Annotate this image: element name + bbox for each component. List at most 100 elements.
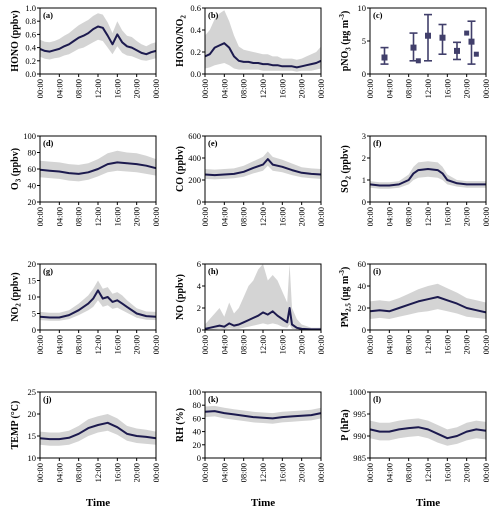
panel-i-xtick-label-2: 08:00: [404, 335, 414, 354]
panel-i-ytick-label-2: 40: [358, 281, 367, 291]
panel-k-xtick-label-6: 00:00: [316, 463, 326, 482]
panel-l-mean-line: [369, 426, 487, 440]
panel-g-range-band: [40, 280, 156, 321]
panel-a-xtick-label-2: 08:00: [74, 79, 84, 98]
panel-f: 0 1 2 3 00:00 04:00 08:00 12:00 16:00 20:00 00:00 (…: [340, 131, 491, 226]
panel-j-xtick-label-6: 00:00: [151, 463, 161, 482]
panel-h-xtick-label-5: 20:00: [297, 335, 307, 354]
panel-a-ytick-label-5: 1.0: [25, 3, 36, 13]
panel-l-xtick-label-4: 16:00: [442, 463, 452, 482]
panel-i-xtick-label-4: 16:00: [442, 335, 452, 354]
panel-k-xtick-label-0: 00:00: [200, 463, 210, 482]
panel-l-ytick-label-0: 985: [353, 453, 366, 463]
panel-d-ytick-label-1: 40: [28, 181, 37, 191]
panel-a-letter: (a): [43, 10, 53, 20]
panel-a-xtick-label-3: 12:00: [93, 79, 103, 98]
panel-a-xtick-label-4: 16:00: [112, 79, 122, 98]
panel-i-xtick-label-3: 12:00: [423, 335, 433, 354]
panel-d-ytick-label-0: 20: [28, 197, 37, 207]
panel-f-ytick-label-2: 2: [362, 153, 366, 163]
panel-f-ytick-label-0: 0: [362, 197, 366, 207]
panel-c-marker-2: [473, 51, 479, 57]
panel-c-xtick-label-2: 08:00: [404, 79, 414, 98]
panel-a-ylabel: HONO (ppbv): [10, 10, 21, 71]
panel-h: 0 2 4 6 00:00 04:00 08:00 12:00 16:00 20:00 00:00 (…: [175, 259, 326, 354]
panel-j-xtick-label-2: 08:00: [74, 463, 84, 482]
panel-e-xtick-label-4: 16:00: [277, 207, 287, 226]
panel-j-xtick-label-0: 00:00: [35, 463, 45, 482]
panel-b-ytick-label-0: 0.0: [190, 69, 201, 79]
panel-f-xtick-label-2: 08:00: [404, 207, 414, 226]
panel-e-ylabel: CO (ppbv): [175, 146, 186, 192]
panel-g-mean-line: [39, 289, 157, 319]
panel-k-range-band: [205, 405, 321, 424]
panel-j-mean-line: [39, 421, 157, 441]
panel-e-xtick-label-5: 20:00: [297, 207, 307, 226]
panel-d-ytick-label-2: 60: [28, 164, 37, 174]
panel-c-ytick-label-2: 10: [358, 3, 367, 13]
panel-a-ytick-label-4: 0.8: [25, 16, 36, 26]
panel-e-xtick-label-0: 00:00: [200, 207, 210, 226]
panel-c-mean-4: [454, 47, 460, 54]
panel-g-xtick-label-6: 00:00: [151, 335, 161, 354]
panel-e-ytick-label-1: 200: [188, 175, 201, 185]
panel-a-ytick-label-1: 0.2: [25, 56, 36, 66]
panel-f-letter: (f): [373, 138, 382, 148]
panel-k-xlabel: Time: [251, 497, 275, 509]
panel-d-xtick-label-2: 08:00: [74, 207, 84, 226]
panel-a-xtick-label-0: 00:00: [35, 79, 45, 98]
panel-b-xtick-label-4: 16:00: [277, 79, 287, 98]
panel-l-xtick-label-6: 00:00: [481, 463, 491, 482]
panel-c-marker-1: [464, 30, 470, 36]
panel-f-ytick-label-1: 1: [362, 175, 366, 185]
panel-j-letter: (j): [43, 394, 52, 404]
panel-a-range-band: [40, 13, 156, 61]
panel-i-xtick-label-1: 04:00: [384, 335, 394, 354]
panel-i-letter: (i): [373, 266, 381, 276]
panel-e-mean-line: [204, 158, 322, 177]
panel-e-xtick-label-1: 04:00: [219, 207, 229, 226]
panel-i-range-band: [370, 283, 486, 319]
panel-c-marker-0: [415, 58, 421, 64]
panel-a-ytick-label-2: 0.4: [25, 43, 36, 53]
panel-b-xtick-label-2: 08:00: [239, 79, 249, 98]
panel-b-letter: (b): [208, 10, 219, 20]
panel-b-xtick-label-5: 20:00: [297, 79, 307, 98]
panel-c-xtick-label-6: 00:00: [481, 79, 491, 98]
panel-f-xtick-label-4: 16:00: [442, 207, 452, 226]
panel-l-xtick-label-5: 20:00: [462, 463, 472, 482]
panel-a-xtick-label-6: 00:00: [151, 79, 161, 98]
panel-h-ytick-label-3: 6: [197, 259, 201, 269]
panel-k: 0 20 40 60 80 100 00:00 04:00 08:00 12:00 16:00 20:…: [175, 387, 326, 509]
panel-h-xtick-label-4: 16:00: [277, 335, 287, 354]
panel-g-ylabel: NO2 (ppbv): [10, 272, 23, 321]
panel-k-xtick-label-4: 16:00: [277, 463, 287, 482]
panel-k-ytick-label-2: 40: [193, 427, 202, 437]
panel-k-ytick-label-0: 0: [197, 453, 201, 463]
panel-d-xtick-label-4: 16:00: [112, 207, 122, 226]
panel-c-xtick-label-3: 12:00: [423, 79, 433, 98]
panel-l-ylabel: P (hPa): [340, 409, 351, 440]
panel-b-xtick-label-0: 00:00: [200, 79, 210, 98]
panel-k-xtick-label-5: 20:00: [297, 463, 307, 482]
panel-h-letter: (h): [208, 266, 219, 276]
panel-j-ytick-label-2: 20: [28, 409, 37, 419]
panel-c-mean-5: [468, 38, 475, 45]
panel-i-mean-line: [369, 296, 487, 314]
panel-a-xtick-label-5: 20:00: [132, 79, 142, 98]
panel-c-ylabel: pNO3 (μg m-3): [338, 11, 353, 72]
panel-a-ytick-label-0: 0.0: [25, 69, 36, 79]
panel-a-mean-line: [39, 25, 157, 56]
panel-d-mean-line: [39, 161, 157, 175]
panel-j-xtick-label-1: 04:00: [54, 463, 64, 482]
panel-k-ytick-label-5: 100: [188, 387, 201, 397]
panel-k-xtick-label-2: 08:00: [239, 463, 249, 482]
panel-f-xtick-label-6: 00:00: [481, 207, 491, 226]
panel-j-xtick-label-3: 12:00: [93, 463, 103, 482]
panel-b-ytick-label-1: 0.2: [190, 47, 201, 57]
panel-g-xtick-label-1: 04:00: [54, 335, 64, 354]
panel-h-ytick-label-0: 0: [197, 325, 201, 335]
panel-g-ytick-label-2: 10: [28, 292, 37, 302]
panel-h-xtick-label-3: 12:00: [258, 335, 268, 354]
panel-h-xtick-label-1: 04:00: [219, 335, 229, 354]
